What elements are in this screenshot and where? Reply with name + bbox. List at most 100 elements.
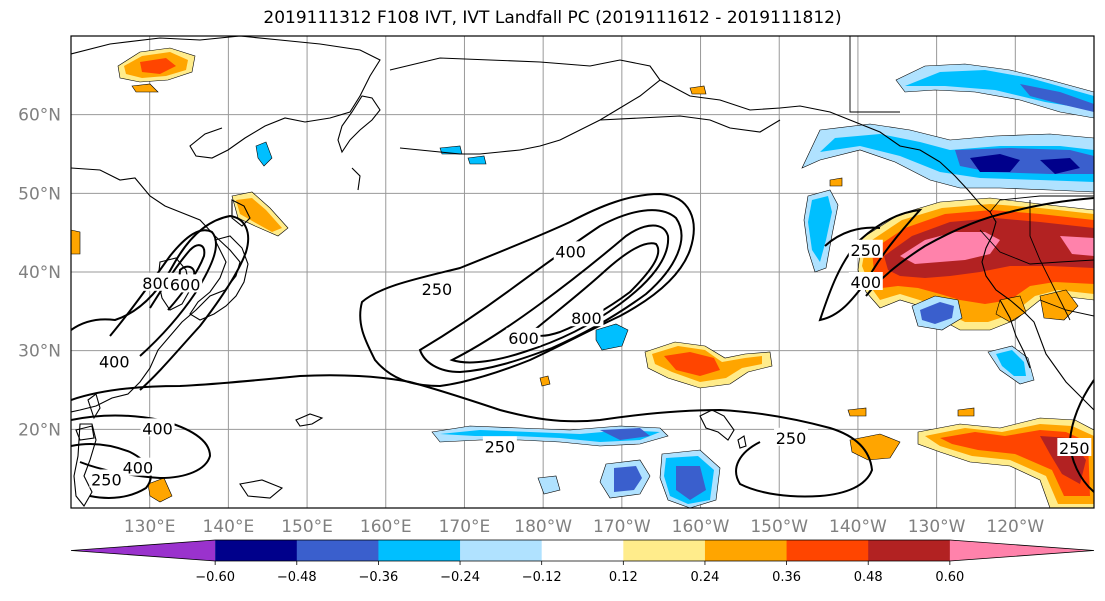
ivt-contours — [71, 192, 1094, 499]
pc-orange-spot-a — [849, 433, 901, 461]
lon-tick-label: 150°E — [281, 517, 333, 537]
pc-orange-dot-b — [689, 85, 707, 95]
contour-label-bg — [848, 239, 883, 258]
colorbar-tick-label: 0.48 — [854, 570, 883, 585]
map-title: 2019111312 F108 IVT, IVT Landfall PC (20… — [263, 8, 842, 28]
contour-label-bg — [120, 457, 155, 476]
pc-tropic-blue-c-core — [614, 466, 642, 492]
colorbar-tick-label: −0.24 — [440, 570, 480, 585]
contour-label: 250 — [422, 280, 453, 299]
lon-tick-label: 130°E — [124, 517, 176, 537]
contour-label: 250 — [851, 241, 882, 260]
colorbar-tick-label: −0.12 — [522, 570, 562, 585]
contour-label-bg — [553, 241, 588, 260]
latitude-tick-labels: 60°N 50°N 40°N 30°N 20°N — [18, 106, 61, 441]
lon-tick-label: 130°W — [908, 517, 966, 537]
pc-phil-orange — [147, 477, 173, 503]
pc-orange-spot-b — [847, 407, 867, 417]
pc-orange-spot-e — [995, 295, 1027, 323]
contour-label-bg — [140, 272, 175, 291]
lon-tick-label: 160°E — [360, 517, 412, 537]
lon-tick-label: 180°W — [514, 517, 572, 537]
pc-japan-west-orange — [71, 229, 81, 255]
colorbar-segment — [786, 540, 869, 561]
colorbar-extend-low — [71, 540, 216, 561]
colorbar-tick-label: −0.60 — [195, 570, 235, 585]
lon-tick-label: 160°W — [672, 517, 730, 537]
colorbar-tick-label: −0.36 — [358, 570, 398, 585]
pc-orange-dot-c — [829, 177, 843, 187]
pc-band-canada-dark — [1020, 84, 1094, 112]
pc-band-bc-dark — [970, 154, 1020, 172]
lon-tick-label: 150°W — [750, 517, 808, 537]
lat-tick-label: 30°N — [18, 342, 61, 362]
pc-arctic-red — [140, 58, 176, 74]
colorbar-segment — [868, 540, 951, 561]
contour-label: 400 — [555, 242, 586, 261]
pc-westus-pink — [900, 232, 1000, 264]
contour-label: 600 — [170, 275, 201, 294]
contour-label-bg — [140, 418, 175, 437]
lat-tick-label: 60°N — [18, 106, 61, 126]
pc-westus-pink2 — [1060, 236, 1094, 256]
colorbar-segment — [296, 540, 379, 561]
lon-tick-label: 170°E — [439, 517, 491, 537]
contour-label: 400 — [99, 352, 130, 371]
contour-label: 250 — [776, 429, 807, 448]
pc-midpac-red — [664, 352, 720, 376]
pc-kam-blue — [255, 141, 273, 167]
contour-label: 400 — [123, 459, 154, 478]
pc-tropic-blue-a-core — [440, 430, 660, 442]
lat-tick-label: 40°N — [18, 263, 61, 283]
contour-label-bg — [848, 272, 883, 291]
lon-tick-label: 140°E — [203, 517, 255, 537]
contour-label-bg — [419, 279, 454, 298]
map-frame — [70, 35, 1095, 509]
colorbar-segment — [378, 540, 461, 561]
colorbar-tick-label: 0.24 — [690, 570, 719, 585]
colorbar-extend-high — [949, 540, 1094, 561]
pc-tropic-blue-d — [537, 475, 561, 495]
lat-tick-label: 50°N — [18, 184, 61, 204]
contour-label-bg — [506, 327, 541, 346]
contour-label: 400 — [851, 273, 882, 292]
pc-orange-spot-c — [957, 407, 975, 417]
contour-label: 250 — [91, 470, 122, 489]
contour-label: 600 — [508, 329, 539, 348]
colorbar-segment — [460, 540, 543, 561]
lat-tick-label: 20°N — [18, 420, 61, 440]
contour-label: 800 — [142, 274, 173, 293]
colorbar-tick-label: 0.12 — [609, 570, 638, 585]
contour-label: 400 — [142, 419, 173, 438]
colorbar-segment — [215, 540, 298, 561]
contour-label-bg — [168, 274, 203, 293]
contour-label: 800 — [571, 309, 602, 328]
colorbar-tick-label: 0.36 — [772, 570, 801, 585]
pc-tropic-blue-e — [595, 323, 629, 351]
colorbar: −0.60 −0.48 −0.36 −0.24 −0.12 0.12 0.24 0.36 0.4… — [70, 539, 1095, 585]
pc-aleut-blue-b — [467, 155, 487, 165]
political-borders — [849, 36, 1094, 321]
pc-band-bc-dark2 — [1040, 158, 1080, 174]
colorbar-segment — [704, 540, 788, 561]
colorbar-tick-label: 0.60 — [935, 570, 964, 585]
contour-label-bg — [1057, 438, 1092, 456]
longitude-tick-labels: 130°E 140°E 150°E 160°E 170°E 180°W 170°W 160°W… — [124, 517, 1045, 537]
contour-label: 250 — [1059, 439, 1090, 458]
pc-westus-blue-core — [920, 302, 954, 324]
pc-japan-orange-core — [236, 198, 282, 232]
colorbar-segment — [541, 540, 624, 561]
contour-label-bg — [774, 427, 809, 446]
contour-label-bg — [97, 351, 132, 370]
contour-label-bg — [569, 308, 604, 327]
contour-label-bg — [482, 436, 517, 455]
lon-tick-label: 170°W — [593, 517, 651, 537]
pc-orange-spot-d — [1039, 289, 1079, 321]
pc-offshore-blue-core — [808, 196, 832, 262]
contour-label-bg — [89, 469, 124, 488]
colorbar-tick-label: −0.48 — [277, 570, 317, 585]
contour-label: 250 — [485, 437, 516, 456]
